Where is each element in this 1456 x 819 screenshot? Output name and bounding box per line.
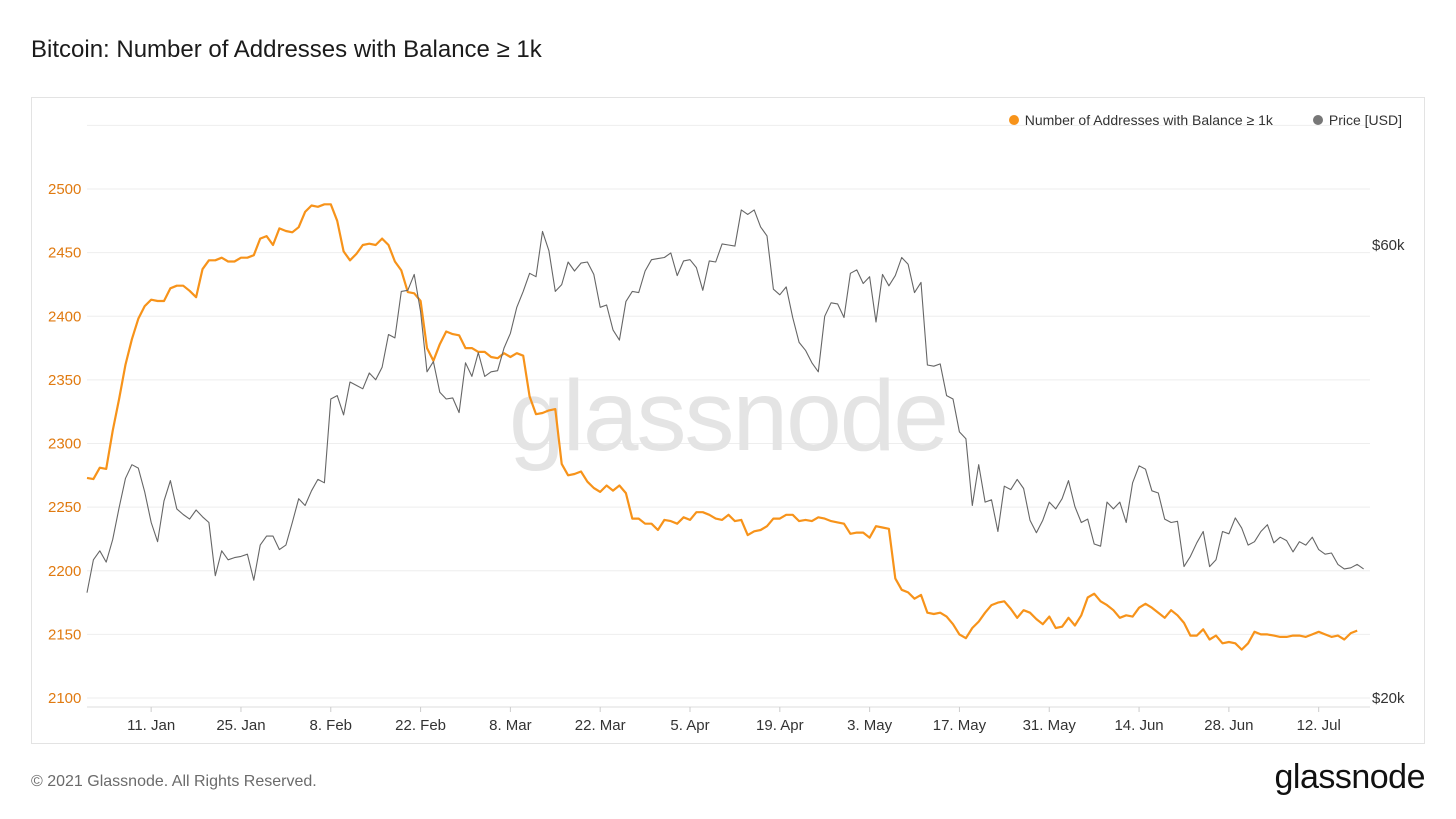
x-tick-label: 31. May [1023, 717, 1077, 734]
legend-label-price: Price [USD] [1328, 112, 1402, 128]
x-tick-label: 14. Jun [1114, 717, 1163, 734]
y-left-tick-label: 2450 [48, 245, 81, 262]
y-left-tick-label: 2350 [48, 372, 81, 389]
page-title: Bitcoin: Number of Addresses with Balanc… [31, 36, 542, 63]
x-tick-label: 17. May [933, 717, 987, 734]
legend-item-addresses[interactable]: Number of Addresses with Balance ≥ 1k [1008, 112, 1273, 128]
y-left-tick-label: 2200 [48, 563, 81, 580]
legend-label-addresses: Number of Addresses with Balance ≥ 1k [1024, 112, 1273, 128]
x-tick-label: 8. Mar [489, 717, 532, 734]
price-series-line [86, 209, 1364, 593]
legend-item-price[interactable]: Price [USD] [1312, 112, 1402, 128]
addresses-series-line [86, 203, 1358, 651]
legend-dot-price [1312, 115, 1323, 125]
y-right-tick-label: $20k [1372, 690, 1405, 707]
chart-legend: Number of Addresses with Balance ≥ 1k Pr… [1008, 112, 1402, 128]
x-tick-label: 28. Jun [1204, 717, 1253, 734]
x-tick-label: 25. Jan [216, 717, 265, 734]
legend-dot-addresses [1008, 115, 1019, 125]
y-left-tick-label: 2250 [48, 499, 81, 516]
glassnode-logo[interactable]: glassnode [1274, 758, 1425, 796]
x-tick-label: 19. Apr [756, 717, 804, 734]
y-left-tick-label: 2300 [48, 436, 81, 453]
y-left-tick-label: 2100 [48, 690, 81, 707]
x-tick-label: 8. Feb [310, 717, 353, 734]
watermark-text: glassnode [509, 360, 947, 472]
x-tick-label: 22. Feb [395, 717, 446, 734]
x-tick-label: 3. May [847, 717, 893, 734]
chart-panel [31, 97, 1425, 744]
x-tick-label: 22. Mar [575, 717, 626, 734]
x-tick-label: 12. Jul [1297, 717, 1341, 734]
y-left-tick-label: 2400 [48, 308, 81, 325]
y-left-tick-label: 2150 [48, 626, 81, 643]
x-tick-label: 11. Jan [127, 717, 175, 734]
y-left-tick-label: 2500 [48, 181, 81, 198]
copyright-footer: © 2021 Glassnode. All Rights Reserved. [31, 773, 317, 790]
y-right-tick-label: $60k [1372, 237, 1405, 254]
x-tick-label: 5. Apr [670, 717, 709, 734]
